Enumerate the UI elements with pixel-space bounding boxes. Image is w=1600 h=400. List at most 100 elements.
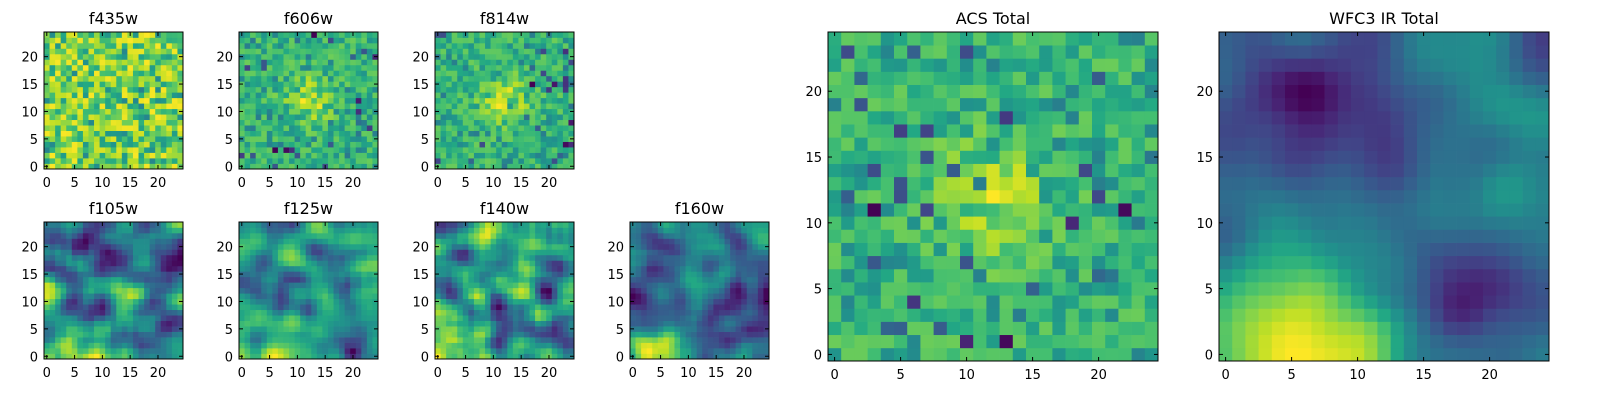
heatmap-cell [344,130,351,137]
heatmap-cell [854,282,868,296]
heatmap-cell [239,75,245,82]
heatmap-cell [55,342,62,349]
heatmap-cell [933,242,948,257]
heatmap-cell [121,298,128,305]
heatmap-cell [1131,282,1146,296]
heatmap-cell [99,337,106,343]
heatmap-cell [316,59,323,66]
heatmap-cell [366,232,373,239]
heatmap-cell [171,130,178,137]
heatmap-cell [110,42,117,49]
heatmap-cell [551,222,558,228]
heatmap-cell [99,103,106,110]
heatmap-cell [244,282,251,289]
heatmap-cell [446,265,453,272]
heatmap-cell [451,42,458,49]
heatmap-cell [294,232,301,239]
heatmap-cell [166,276,173,283]
heatmap-cell [668,276,675,283]
heatmap-cell [110,353,117,360]
heatmap-cell [177,147,184,153]
heatmap-cell [674,282,681,289]
heatmap-cell [546,70,553,77]
heatmap-cell [105,320,112,327]
heatmap-cell [171,254,178,261]
heatmap-cell [261,42,268,49]
heatmap-cell [144,32,150,38]
heatmap-cell [272,282,279,289]
heatmap-cell [372,222,379,228]
heatmap-cell [496,70,503,77]
heatmap-cell [121,238,128,245]
heatmap-cell [457,92,464,99]
heatmap-cell [462,97,469,104]
heatmap-cell [562,75,569,82]
heatmap-cell [741,342,748,349]
heatmap-cell [485,32,491,38]
heatmap-cell [266,42,273,49]
heatmap-cell [507,86,514,93]
heatmap-cell [55,227,62,234]
heatmap-cell [261,254,268,261]
heatmap-cell [440,315,447,321]
heatmap-cell [60,337,67,343]
heatmap-cell [724,315,731,321]
heatmap-cell [171,276,178,283]
heatmap-cell [646,222,653,228]
x-tick-label: 20 [541,366,558,381]
heatmap-cell [110,227,117,234]
heatmap-cell [144,42,150,49]
heatmap-cell [652,265,659,272]
heatmap-cell [289,114,295,121]
heatmap-cell [646,265,653,272]
heatmap-cell [986,268,1000,283]
heatmap-cell [277,315,284,321]
heatmap-cell [255,108,262,115]
heatmap-cell [557,32,564,38]
heatmap-cell [440,119,447,126]
heatmap-cell [361,222,368,228]
heatmap-cell [641,238,648,245]
heatmap-cell [535,152,541,159]
heatmap-cell [473,141,480,148]
heatmap-cell [155,103,162,110]
heatmap-cell [305,37,312,44]
heatmap-cell [300,163,307,170]
heatmap-cell [946,255,961,270]
heatmap-cell [540,249,547,256]
heatmap-cell [366,48,373,55]
heatmap-cell [110,119,117,126]
heatmap-cell [473,81,480,88]
heatmap-cell [355,163,362,170]
heatmap-cell [339,232,345,239]
heatmap-cell [490,309,497,316]
heatmap-cell [1039,308,1053,322]
heatmap-cell [446,232,453,239]
heatmap-cell [435,114,441,121]
heatmap-cell [350,342,357,349]
heatmap-cell [462,271,469,278]
heatmap-cell [316,119,323,126]
heatmap-cell [82,271,89,278]
heatmap-cell [261,265,268,272]
heatmap-cell [60,141,67,148]
heatmap-cell [272,265,279,272]
heatmap-cell [283,92,290,99]
heatmap-cell [105,119,112,126]
heatmap-cell [960,308,974,322]
heatmap-cell [77,75,84,82]
heatmap-cell [1092,255,1106,270]
heatmap-cell [305,64,312,71]
heatmap-cell [540,276,547,283]
heatmap-cell [149,260,156,267]
heatmap-cell [66,326,73,332]
heatmap-cell [166,265,173,272]
heatmap-cell [496,125,503,131]
heatmap-cell [49,42,56,49]
heatmap-cell [322,309,329,316]
heatmap-cell [289,337,295,343]
heatmap-cell [272,86,279,93]
heatmap-cell [305,222,312,228]
heatmap-cell [920,282,934,296]
heatmap-cell [138,158,145,164]
